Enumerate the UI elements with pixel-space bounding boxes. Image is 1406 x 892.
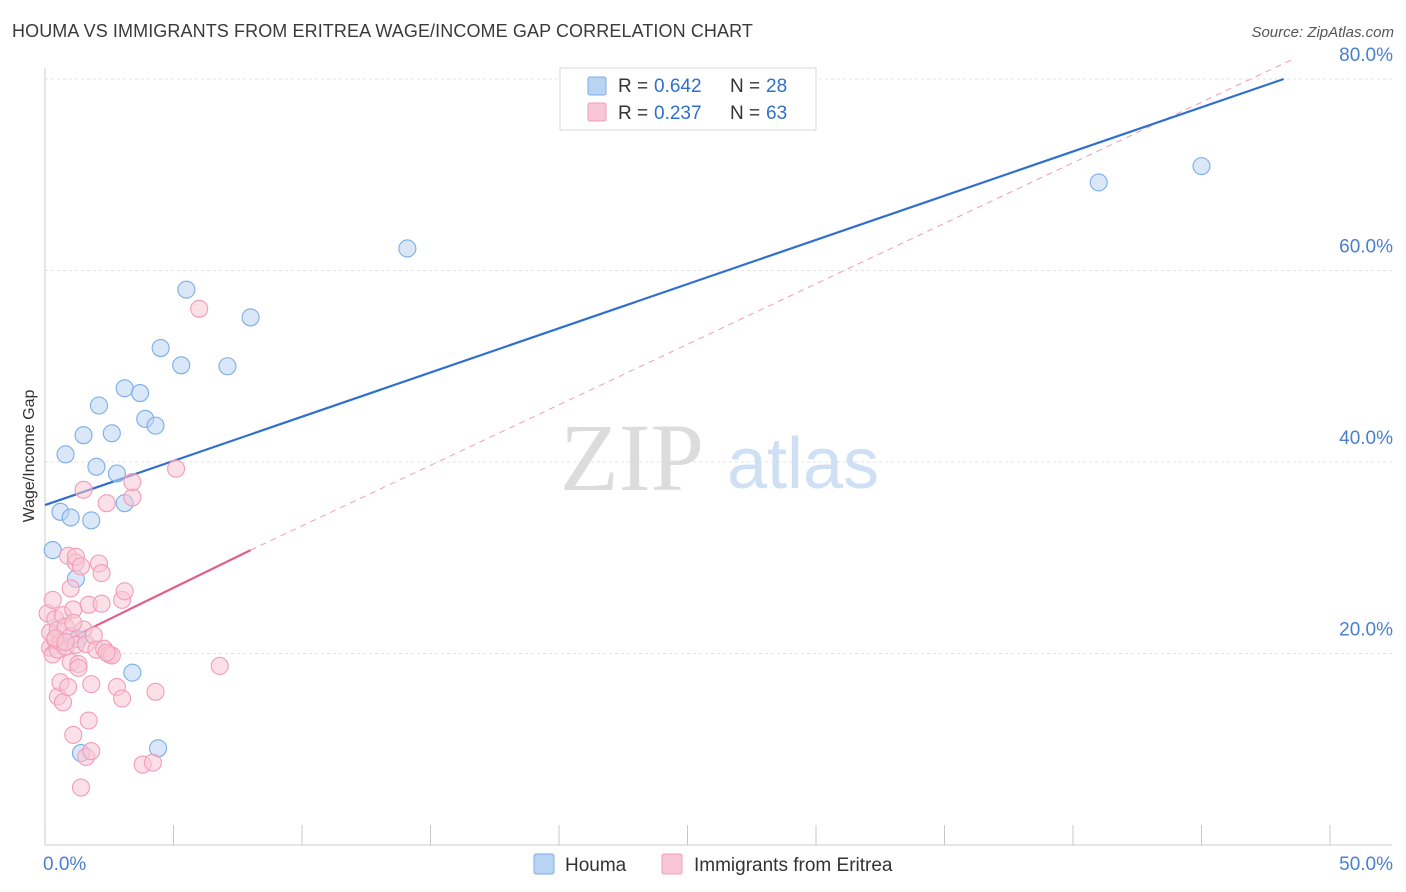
legend-r-label: R = (618, 103, 648, 124)
data-point-houma (218, 357, 237, 376)
data-point-eritrea (64, 725, 83, 744)
chart-title: HOUMA VS IMMIGRANTS FROM ERITREA WAGE/IN… (12, 21, 754, 41)
data-point-houma (398, 239, 417, 258)
legend-swatch-houma (587, 76, 607, 96)
data-point-eritrea (113, 689, 132, 708)
data-point-houma (43, 541, 62, 560)
data-point-houma (146, 416, 165, 435)
data-point-eritrea (92, 564, 111, 583)
data-point-eritrea (64, 613, 83, 632)
watermark: ZIP atlas (560, 404, 879, 511)
data-point-eritrea (71, 778, 91, 797)
data-point-houma (115, 379, 134, 398)
bottom-legend-label-eritrea: Immigrants from Eritrea (694, 855, 893, 876)
data-point-eritrea (146, 682, 165, 701)
legend-r-value-houma: 0.642 (654, 76, 702, 97)
legend-n-value-eritrea: 63 (766, 103, 787, 124)
data-point-eritrea (59, 677, 78, 697)
y-tick-label: 60.0% (1339, 237, 1393, 258)
data-point-houma (107, 464, 127, 483)
watermark-zip: ZIP (560, 404, 704, 511)
y-tick-label: 80.0% (1339, 45, 1393, 66)
data-point-eritrea (167, 459, 186, 478)
points-layer (38, 157, 1211, 797)
x-tick-label: 50.0% (1339, 854, 1393, 875)
data-point-houma (131, 384, 150, 403)
data-point-houma (177, 280, 196, 299)
data-point-houma (82, 511, 101, 530)
data-point-eritrea (190, 299, 209, 318)
data-point-houma (151, 339, 170, 358)
data-point-houma (74, 426, 93, 445)
data-point-eritrea (92, 594, 111, 613)
data-point-eritrea (79, 711, 98, 730)
data-point-eritrea (123, 473, 142, 492)
data-point-houma (61, 508, 80, 527)
data-point-eritrea (210, 656, 229, 675)
bottom-legend-swatch-eritrea (661, 853, 683, 875)
data-point-eritrea (69, 658, 88, 677)
data-point-eritrea (97, 494, 116, 513)
data-point-houma (56, 445, 75, 464)
legend-n-label: N = (730, 76, 760, 97)
data-point-eritrea (82, 675, 101, 694)
data-point-eritrea (82, 742, 101, 761)
trend-layer (44, 59, 1292, 652)
legend-n-value-houma: 28 (766, 76, 787, 97)
data-point-eritrea (123, 488, 142, 507)
data-point-houma (172, 356, 191, 375)
data-point-eritrea (56, 632, 75, 652)
bottom-legend-label-houma: Houma (565, 855, 627, 876)
watermark-atlas: atlas (727, 424, 879, 504)
y-tick-label: 40.0% (1339, 428, 1393, 449)
data-point-houma (1192, 157, 1211, 176)
trend-extension-1 (250, 59, 1292, 551)
bottom-legend: Houma Immigrants from Eritrea (533, 853, 893, 876)
data-point-houma (241, 308, 260, 327)
data-point-eritrea (143, 753, 162, 772)
data-point-eritrea (43, 590, 62, 609)
legend-r-label: R = (618, 76, 648, 97)
legend-r-value-eritrea: 0.237 (654, 103, 702, 124)
axis-layer: 20.0% 40.0% 60.0% 80.0% 0.0% 50.0% (43, 45, 1393, 875)
data-point-houma (87, 457, 106, 476)
grid-layer (45, 78, 1392, 654)
data-point-houma (123, 663, 142, 682)
data-point-eritrea (97, 643, 116, 662)
bottom-legend-swatch-houma (533, 853, 555, 875)
legend-n-label: N = (730, 103, 760, 124)
data-point-eritrea (74, 480, 93, 499)
source-label: Source: ZipAtlas.com (1251, 24, 1394, 41)
top-legend: R = 0.642 N = 28 R = 0.237 N = 63 (559, 67, 817, 131)
data-point-houma (102, 424, 121, 443)
data-point-houma (1089, 173, 1108, 192)
data-point-eritrea (53, 693, 73, 712)
y-axis-label: Wage/Income Gap (21, 390, 38, 523)
data-point-eritrea (71, 557, 91, 576)
legend-swatch-eritrea (587, 102, 607, 122)
data-point-eritrea (115, 582, 134, 601)
x-tick-label: 0.0% (43, 854, 86, 875)
data-point-houma (89, 396, 109, 415)
data-point-eritrea (61, 579, 80, 598)
y-tick-label: 20.0% (1339, 620, 1393, 641)
trend-line-0 (44, 77, 1285, 507)
